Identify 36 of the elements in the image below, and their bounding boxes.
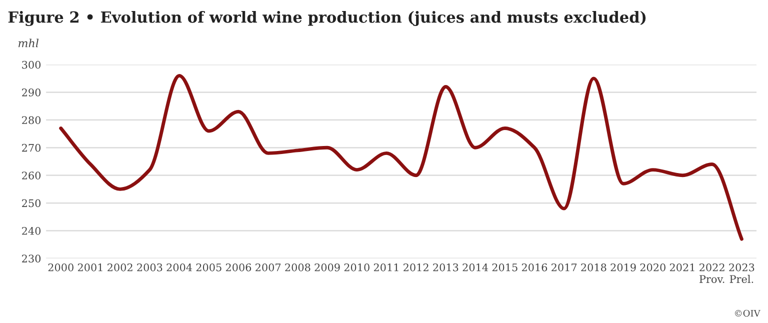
x-tick-label: 2015 (492, 263, 518, 272)
x-tick-label: 2007 (256, 263, 281, 272)
x-tick-label: 2017 (552, 263, 577, 272)
x-tick-label: 2021 (670, 263, 694, 272)
y-tick-label: 230 (22, 254, 41, 263)
x-tick-label: 2011 (374, 263, 398, 272)
x-tick-label: 2023 Prel. (729, 263, 754, 283)
text: ©OIV (735, 310, 760, 317)
x-tick-label: 2013 (433, 263, 458, 272)
x-tick-label: 2003 (137, 263, 162, 272)
chart-title: Figure 2 • Evolution of world wine production (juices and musts excluded) (8, 11, 646, 26)
y-tick-label: 250 (22, 199, 41, 208)
x-tick-label: 2002 (108, 263, 132, 272)
x-tick-label: 2009 (314, 263, 340, 272)
x-tick-label: 2006 (226, 263, 252, 272)
x-tick-label: 2010 (344, 263, 370, 272)
y-tick-label: 290 (22, 88, 41, 96)
x-tick-label: 2000 (48, 263, 74, 272)
y-tick-label: 240 (22, 226, 41, 235)
y-tick-label: 300 (22, 60, 41, 69)
x-tick-label: 2012 (404, 263, 428, 272)
line-series (59, 74, 744, 241)
x-tick-label: 2016 (522, 263, 548, 272)
x-tick-label: 2014 (462, 263, 488, 272)
x-tick-label: 2018 (581, 263, 606, 272)
x-tick-label: 2004 (166, 263, 192, 272)
x-tick-label: 2008 (285, 263, 310, 272)
y-tick-label: 270 (22, 144, 41, 152)
y-tick-label: 260 (22, 172, 41, 180)
x-tick-label: 2001 (78, 263, 102, 272)
x-tick-label: 2019 (610, 263, 636, 272)
x-tick-label: 2020 (640, 263, 666, 272)
x-tick-label: 2022 Prov. (700, 263, 724, 283)
x-tick-label: 2005 (196, 263, 222, 272)
y-tick-label: 280 (22, 116, 41, 124)
y-axis-title: mhl (18, 38, 39, 48)
